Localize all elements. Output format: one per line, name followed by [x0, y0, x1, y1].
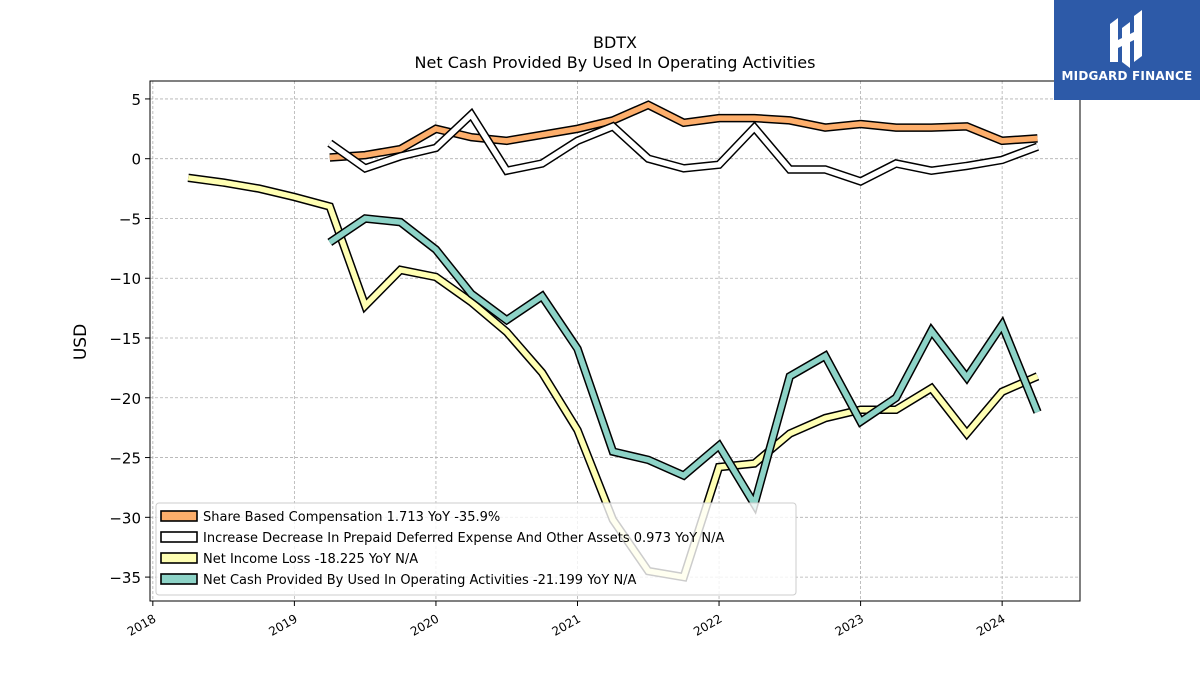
- series-line-fill: [328, 215, 1041, 512]
- y-tick-label: −30: [109, 509, 141, 527]
- x-tick-label: 2019: [266, 611, 299, 638]
- plot-frame: [149, 80, 1081, 602]
- y-tick-label: 0: [131, 151, 141, 169]
- legend-label: Share Based Compensation 1.713 YoY -35.9…: [203, 510, 500, 525]
- brand-logo: MIDGARD FINANCE: [1054, 0, 1200, 100]
- x-tick-label: 2020: [408, 611, 441, 638]
- x-tick-label: 2022: [691, 611, 724, 638]
- legend-item: Share Based Compensation 1.713 YoY -35.9…: [160, 510, 500, 525]
- legend-swatch: [160, 510, 198, 522]
- brand-mark-icon: [1110, 10, 1142, 68]
- series-line-1: [327, 107, 1039, 186]
- x-tick-label: 2024: [974, 611, 1007, 638]
- y-tick-label: −25: [109, 450, 141, 468]
- x-tick-label: 2023: [833, 611, 866, 638]
- legend: Share Based Compensation 1.713 YoY -35.9…: [155, 502, 797, 596]
- y-tick-label: −20: [109, 390, 141, 408]
- legend-item: Net Cash Provided By Used In Operating A…: [160, 573, 637, 588]
- legend-swatch: [160, 573, 198, 585]
- y-tick-label: −15: [109, 330, 141, 348]
- chart-title: BDTX: [593, 33, 637, 52]
- legend-box: [155, 502, 797, 596]
- chart-subtitle: Net Cash Provided By Used In Operating A…: [415, 53, 816, 72]
- legend-item: Net Income Loss -18.225 YoY N/A: [160, 552, 418, 567]
- legend-swatch: [160, 552, 198, 564]
- series-line-3: [327, 214, 1042, 515]
- grid: [150, 81, 1080, 601]
- legend-swatch: [160, 531, 198, 543]
- y-tick-label: −5: [119, 210, 141, 228]
- brand-name: MIDGARD FINANCE: [1061, 69, 1193, 83]
- y-axis: 5 0 −5 −10 −15 −20 −25 −30 −35: [109, 91, 150, 587]
- y-tick-label: −35: [109, 569, 141, 587]
- legend-label: Net Income Loss -18.225 YoY N/A: [203, 552, 418, 567]
- legend-label: Net Cash Provided By Used In Operating A…: [203, 573, 637, 588]
- x-axis: 2018 2019 2020 2021 2022 2023 2024: [125, 601, 1008, 639]
- legend-label: Increase Decrease In Prepaid Deferred Ex…: [203, 531, 724, 546]
- y-axis-label: USD: [71, 324, 91, 360]
- x-tick-label: 2018: [125, 611, 158, 638]
- series-line-fill: [328, 110, 1039, 185]
- x-tick-label: 2021: [550, 611, 583, 638]
- y-tick-label: 5: [131, 91, 141, 109]
- y-tick-label: −10: [109, 270, 141, 288]
- legend-item: Increase Decrease In Prepaid Deferred Ex…: [160, 531, 724, 546]
